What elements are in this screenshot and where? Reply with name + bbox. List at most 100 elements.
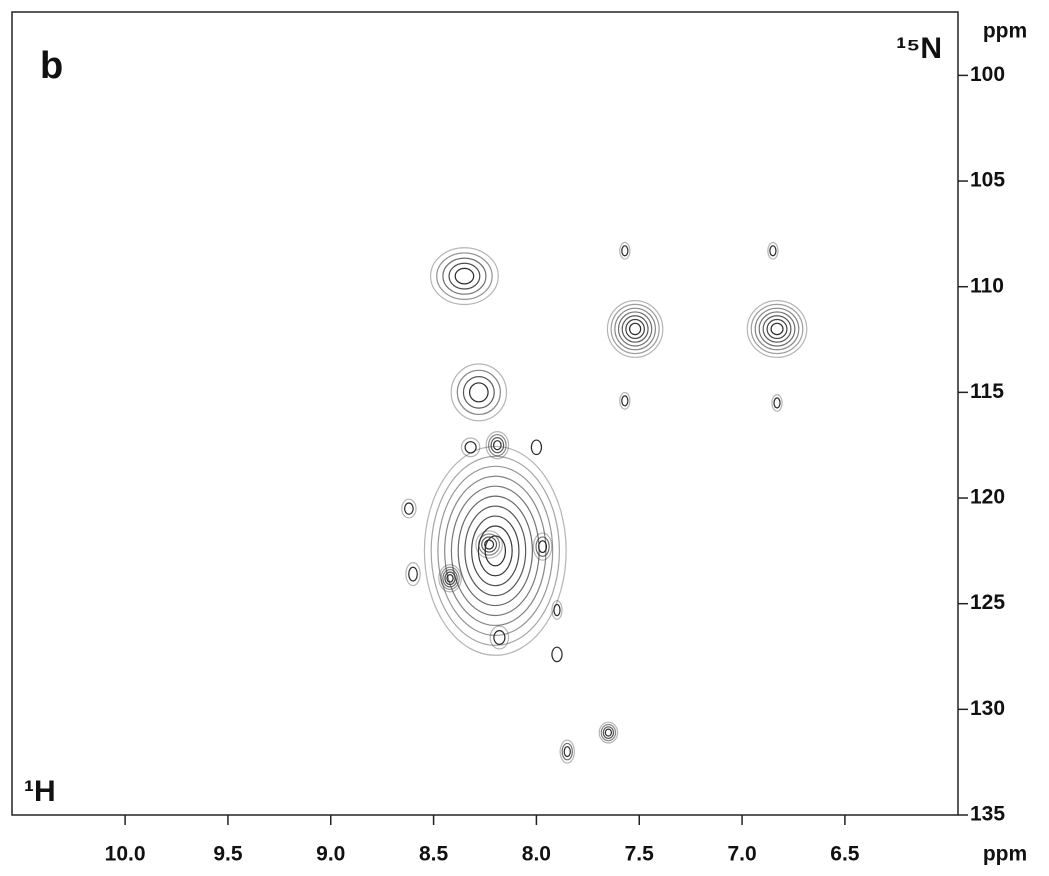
- x-tick-label: 9.0: [316, 843, 345, 866]
- contour-line: [405, 562, 421, 587]
- contour-line: [464, 441, 477, 454]
- peak: [606, 300, 664, 358]
- contour-line: [551, 646, 563, 663]
- contour-line: [478, 533, 501, 556]
- contour-line: [606, 300, 664, 358]
- x-tick-label: 10.0: [105, 843, 146, 866]
- y-axis-label: ¹⁵N: [896, 32, 942, 65]
- y-tick-label: 110: [970, 274, 1004, 297]
- contour-line: [450, 363, 508, 422]
- y-tick-label: 130: [970, 697, 1005, 720]
- contour-line: [440, 566, 460, 591]
- peak: [401, 498, 417, 519]
- contour-line: [442, 569, 458, 588]
- contour-line: [621, 315, 649, 343]
- peak: [460, 437, 481, 458]
- peak: [405, 562, 421, 587]
- contour-line: [471, 515, 520, 587]
- contour-line: [766, 318, 788, 340]
- contour-line: [600, 723, 617, 742]
- peak: [485, 431, 510, 460]
- contour-line: [617, 311, 653, 347]
- contour-line: [464, 505, 527, 597]
- contour-line: [437, 465, 554, 636]
- contour-line: [551, 600, 563, 620]
- contour-line: [460, 437, 481, 458]
- contour-line: [477, 525, 513, 577]
- contour-line: [563, 746, 571, 758]
- contour-line: [430, 455, 560, 646]
- contour-line: [493, 630, 506, 645]
- contour-line: [628, 322, 642, 336]
- contour-line: [404, 502, 414, 515]
- y-tick-label: 115: [970, 380, 1004, 403]
- contour-line: [457, 495, 534, 607]
- contour-line: [538, 540, 548, 554]
- contour-line: [769, 245, 777, 257]
- x-tick-label: 8.5: [419, 843, 449, 866]
- contour-line: [484, 539, 495, 550]
- contour-line: [532, 532, 553, 561]
- peak: [619, 241, 631, 260]
- contour-line: [561, 742, 573, 761]
- peak: [551, 600, 563, 620]
- contour-line: [767, 241, 779, 260]
- contour-line: [423, 445, 567, 656]
- contour-line: [619, 241, 631, 260]
- peak: [619, 391, 631, 410]
- contour-line: [469, 382, 489, 403]
- contour-line: [771, 394, 783, 412]
- contour-line: [770, 322, 784, 336]
- peak: [767, 241, 779, 260]
- peak: [489, 625, 510, 650]
- peak: [475, 530, 503, 559]
- x-tick-label: 7.0: [727, 843, 756, 866]
- contour-line: [448, 262, 481, 290]
- contour-line: [773, 397, 781, 409]
- contour-line: [442, 257, 487, 295]
- contour-line: [481, 536, 498, 553]
- contour-line: [401, 498, 417, 519]
- contour-line: [619, 391, 631, 410]
- contour-line: [450, 485, 540, 617]
- peak: [429, 247, 499, 306]
- y-tick-label: 125: [970, 591, 1005, 614]
- contour-line: [762, 315, 792, 343]
- contour-line: [444, 475, 547, 627]
- x-tick-label: 9.5: [213, 843, 243, 866]
- contour-line: [530, 439, 543, 456]
- plot-frame: [11, 11, 959, 816]
- contour-line: [490, 437, 505, 454]
- contour-line: [604, 728, 613, 737]
- x-unit: ppm: [983, 843, 1027, 866]
- peak: [530, 439, 543, 456]
- contour-line: [754, 307, 800, 351]
- contour-line: [602, 726, 615, 739]
- y-tick-label: 120: [970, 486, 1005, 509]
- contour-line: [614, 307, 657, 351]
- peak: [771, 394, 783, 412]
- contour-line: [408, 566, 418, 582]
- contour-line: [489, 625, 510, 650]
- peak: [450, 363, 508, 422]
- peak: [598, 721, 619, 744]
- peak: [532, 532, 553, 561]
- x-tick-label: 6.5: [830, 843, 860, 866]
- peak: [559, 739, 575, 764]
- y-tick-label: 105: [970, 169, 1005, 192]
- contour-line: [444, 571, 456, 586]
- contour-line: [553, 603, 561, 617]
- contour-line: [456, 369, 501, 416]
- contour-line: [750, 303, 804, 355]
- contour-line: [559, 739, 575, 764]
- x-tick-label: 7.5: [625, 843, 655, 866]
- contour-line: [621, 395, 629, 407]
- x-tick-label: 8.0: [522, 843, 551, 866]
- y-unit: ppm: [983, 20, 1027, 43]
- contour-line: [436, 252, 493, 300]
- y-tick-label: 135: [970, 803, 1005, 826]
- peak: [746, 300, 808, 358]
- contour-line: [454, 267, 475, 285]
- x-axis-label: ¹H: [24, 775, 56, 808]
